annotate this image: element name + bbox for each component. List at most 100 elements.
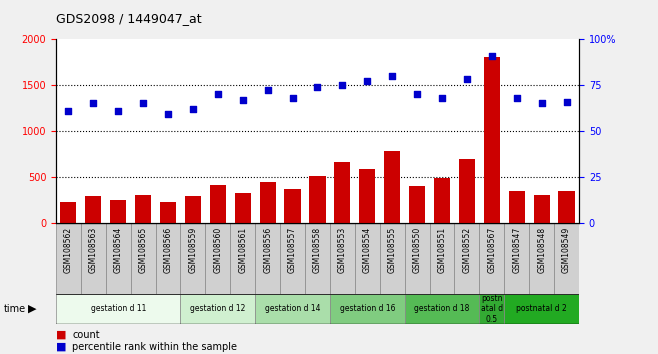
Bar <box>430 223 455 294</box>
Point <box>486 53 497 58</box>
Bar <box>56 223 81 294</box>
Bar <box>455 223 480 294</box>
Point <box>63 108 74 114</box>
Text: gestation d 16: gestation d 16 <box>340 304 395 313</box>
Text: GSM108548: GSM108548 <box>537 227 546 273</box>
Text: GSM108562: GSM108562 <box>64 227 73 273</box>
Text: GSM108559: GSM108559 <box>188 227 197 273</box>
Bar <box>259 182 276 223</box>
Text: GSM108550: GSM108550 <box>413 227 422 273</box>
Text: ▶: ▶ <box>28 304 37 314</box>
Text: GSM108553: GSM108553 <box>338 227 347 273</box>
Bar <box>434 178 450 223</box>
Bar <box>405 223 430 294</box>
Point <box>387 73 397 79</box>
Bar <box>484 57 500 223</box>
Point <box>536 101 547 106</box>
Text: postnatal d 2: postnatal d 2 <box>517 304 567 313</box>
Bar <box>230 223 255 294</box>
Point <box>337 82 347 88</box>
Text: GSM108558: GSM108558 <box>313 227 322 273</box>
Bar <box>509 191 525 223</box>
Point <box>238 97 248 103</box>
Text: ■: ■ <box>56 342 66 352</box>
Bar <box>85 196 101 223</box>
Bar <box>405 294 480 324</box>
Text: GSM108563: GSM108563 <box>89 227 98 273</box>
Point <box>511 95 522 101</box>
Bar <box>529 223 554 294</box>
Point <box>163 112 173 117</box>
Bar <box>185 196 201 223</box>
Bar <box>384 151 400 223</box>
Text: GSM108567: GSM108567 <box>488 227 496 273</box>
Text: GSM108560: GSM108560 <box>213 227 222 273</box>
Text: GDS2098 / 1449047_at: GDS2098 / 1449047_at <box>56 12 201 25</box>
Text: GSM108565: GSM108565 <box>139 227 147 273</box>
Bar <box>155 223 180 294</box>
Bar <box>180 294 255 324</box>
Bar <box>235 193 251 223</box>
Bar <box>205 223 230 294</box>
Text: percentile rank within the sample: percentile rank within the sample <box>72 342 238 352</box>
Point <box>288 95 298 101</box>
Bar <box>110 200 126 223</box>
Text: count: count <box>72 330 100 339</box>
Text: GSM108564: GSM108564 <box>114 227 122 273</box>
Point <box>412 91 422 97</box>
Bar <box>284 188 301 223</box>
Bar <box>180 223 205 294</box>
Text: GSM108555: GSM108555 <box>388 227 397 273</box>
Point <box>462 76 472 82</box>
Bar <box>131 223 155 294</box>
Point <box>437 95 447 101</box>
Point <box>88 101 99 106</box>
Bar <box>480 223 504 294</box>
Text: GSM108557: GSM108557 <box>288 227 297 273</box>
Bar <box>135 195 151 223</box>
Bar <box>309 176 326 223</box>
Bar <box>305 223 330 294</box>
Text: gestation d 11: gestation d 11 <box>91 304 146 313</box>
Point <box>138 101 148 106</box>
Text: gestation d 14: gestation d 14 <box>265 304 320 313</box>
Bar <box>355 223 380 294</box>
Text: GSM108551: GSM108551 <box>438 227 447 273</box>
Text: GSM108556: GSM108556 <box>263 227 272 273</box>
Bar <box>255 294 330 324</box>
Text: GSM108549: GSM108549 <box>562 227 571 273</box>
Bar <box>459 159 475 223</box>
Text: time: time <box>3 304 26 314</box>
Bar <box>559 191 574 223</box>
Text: postn
atal d
0.5: postn atal d 0.5 <box>481 294 503 324</box>
Text: gestation d 18: gestation d 18 <box>415 304 470 313</box>
Bar <box>106 223 131 294</box>
Bar <box>330 223 355 294</box>
Bar <box>534 195 550 223</box>
Text: GSM108554: GSM108554 <box>363 227 372 273</box>
Point <box>113 108 124 114</box>
Text: GSM108552: GSM108552 <box>463 227 471 273</box>
Text: GSM108566: GSM108566 <box>164 227 172 273</box>
Text: ■: ■ <box>56 330 66 339</box>
Bar <box>359 169 376 223</box>
Bar <box>504 294 579 324</box>
Bar <box>380 223 405 294</box>
Point <box>561 99 572 104</box>
Bar <box>480 294 504 324</box>
Bar <box>330 294 405 324</box>
Bar <box>554 223 579 294</box>
Bar <box>255 223 280 294</box>
Point <box>263 88 273 93</box>
Point <box>188 106 198 112</box>
Text: GSM108547: GSM108547 <box>513 227 521 273</box>
Text: gestation d 12: gestation d 12 <box>190 304 245 313</box>
Bar <box>210 185 226 223</box>
Bar <box>56 294 180 324</box>
Point <box>312 84 322 90</box>
Bar <box>81 223 106 294</box>
Bar <box>61 202 76 223</box>
Point <box>213 91 223 97</box>
Text: GSM108561: GSM108561 <box>238 227 247 273</box>
Bar <box>160 202 176 223</box>
